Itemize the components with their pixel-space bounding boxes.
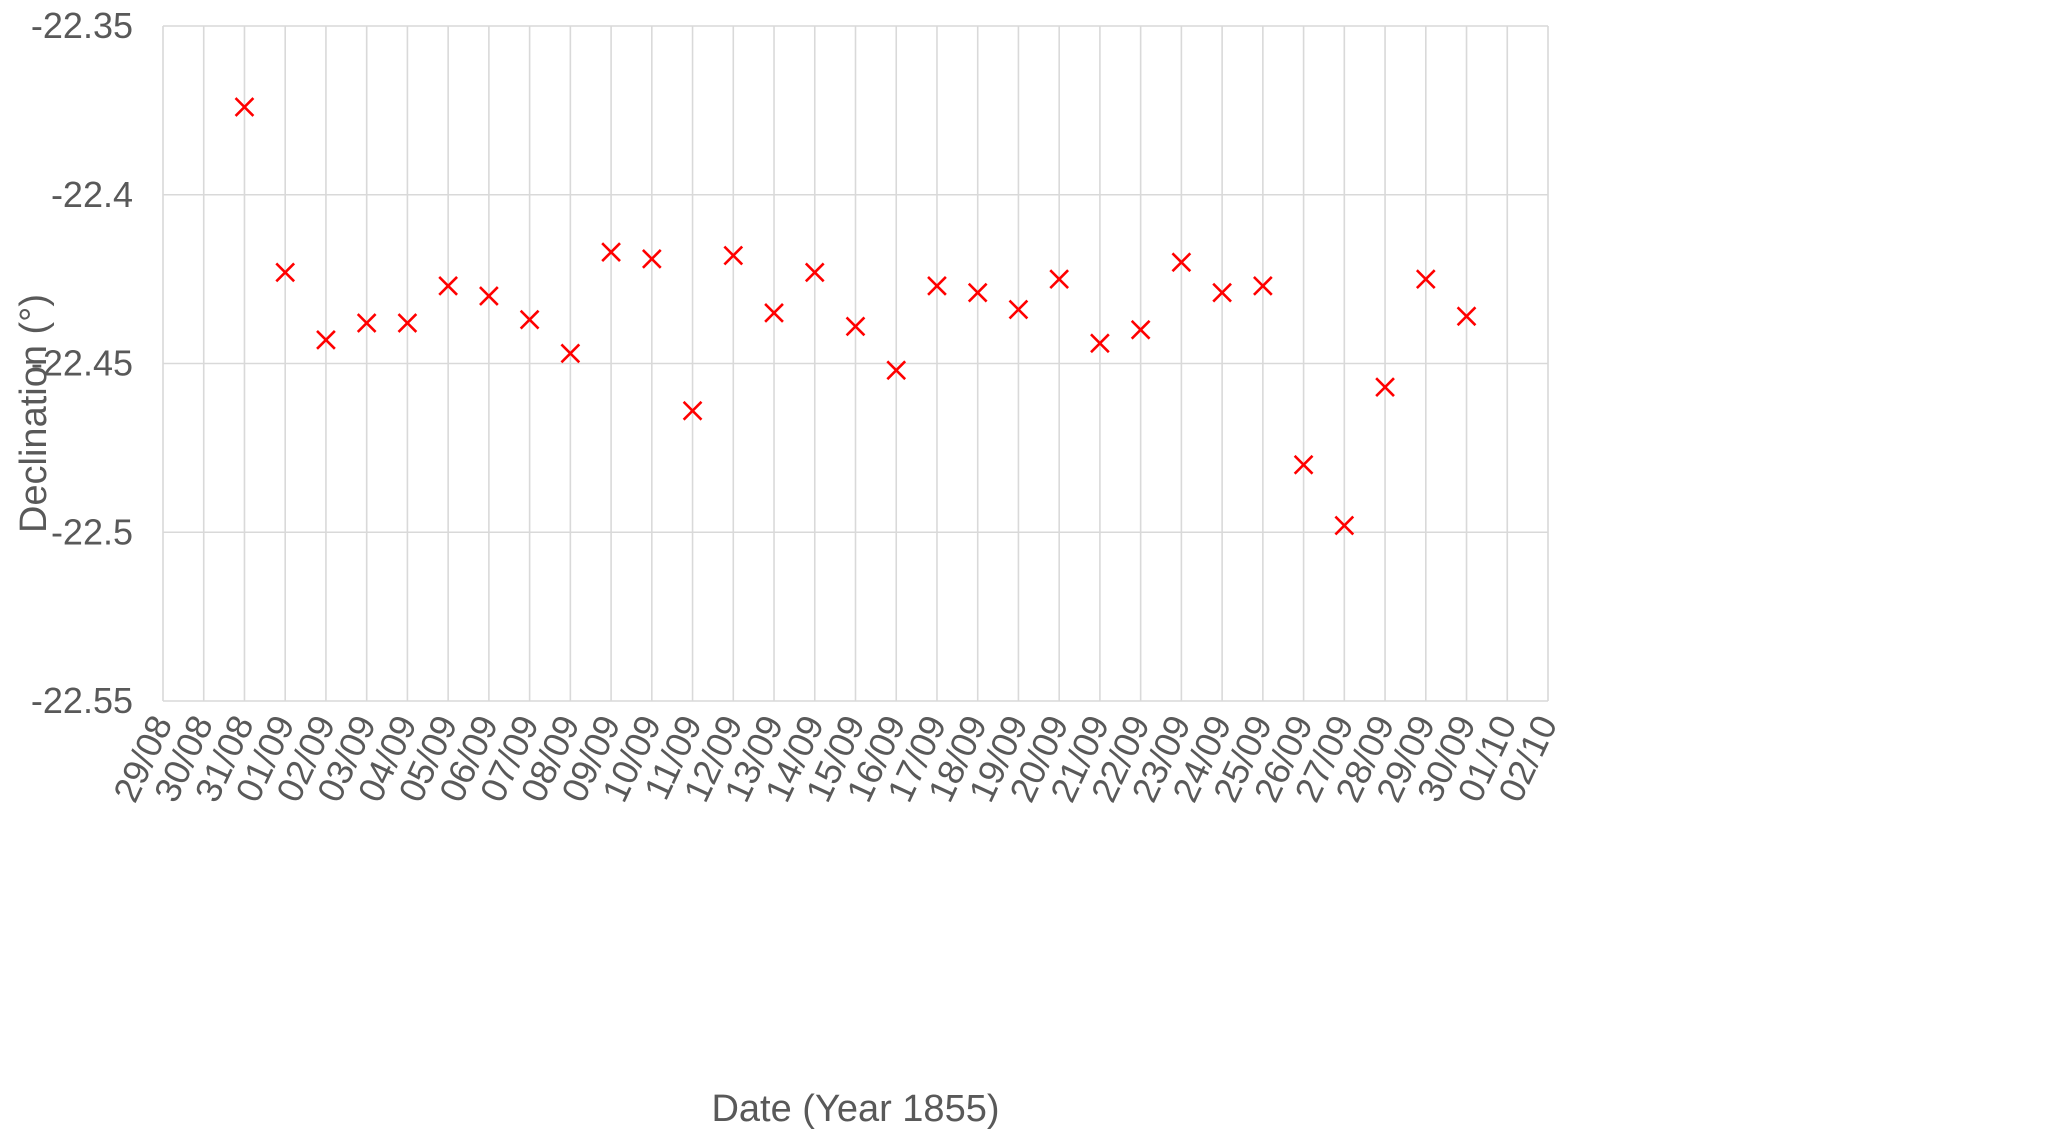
data-point bbox=[356, 313, 377, 333]
data-point bbox=[1130, 319, 1151, 340]
data-point bbox=[1049, 269, 1070, 289]
y-tick-label: -22.55 bbox=[31, 680, 133, 721]
data-point bbox=[1212, 282, 1232, 303]
data-point bbox=[275, 262, 296, 283]
data-point bbox=[967, 282, 988, 303]
data-point bbox=[479, 286, 499, 306]
x-tick-labels: 29/0830/0831/0801/0902/0903/0904/0905/09… bbox=[105, 709, 1565, 808]
data-point bbox=[641, 249, 662, 269]
y-axis-title: Declination (°) bbox=[13, 294, 55, 533]
data-point bbox=[1415, 269, 1436, 289]
x-axis-title: Date (Year 1855) bbox=[711, 1088, 999, 1130]
y-tick-label: -22.5 bbox=[51, 511, 133, 552]
y-tick-label: -22.35 bbox=[31, 5, 133, 46]
data-point bbox=[1334, 515, 1355, 536]
y-tick-label: -22.4 bbox=[51, 174, 133, 215]
data-point bbox=[927, 276, 947, 296]
data-point bbox=[886, 360, 907, 381]
data-point bbox=[1171, 252, 1192, 273]
data-point bbox=[397, 313, 418, 333]
grid bbox=[162, 25, 1549, 702]
data-point bbox=[1253, 276, 1273, 296]
data-point bbox=[845, 316, 866, 337]
data-point bbox=[1456, 306, 1477, 327]
data-point bbox=[723, 245, 744, 266]
data-point bbox=[682, 400, 703, 421]
data-point bbox=[438, 276, 458, 296]
data-point bbox=[560, 343, 581, 364]
data-point bbox=[1090, 333, 1110, 354]
data-point bbox=[1293, 454, 1314, 475]
data-point bbox=[316, 330, 336, 350]
data-point bbox=[804, 262, 825, 283]
y-tick-label: -22.45 bbox=[31, 343, 133, 384]
data-point bbox=[519, 309, 540, 330]
data-point bbox=[234, 97, 255, 117]
data-point bbox=[1008, 299, 1029, 320]
data-point bbox=[764, 303, 784, 323]
data-point bbox=[601, 242, 621, 262]
data-points bbox=[234, 97, 1477, 536]
y-tick-labels: -22.35 -22.4 -22.45 -22.5 -22.55 bbox=[31, 5, 133, 721]
data-point bbox=[1375, 377, 1395, 397]
